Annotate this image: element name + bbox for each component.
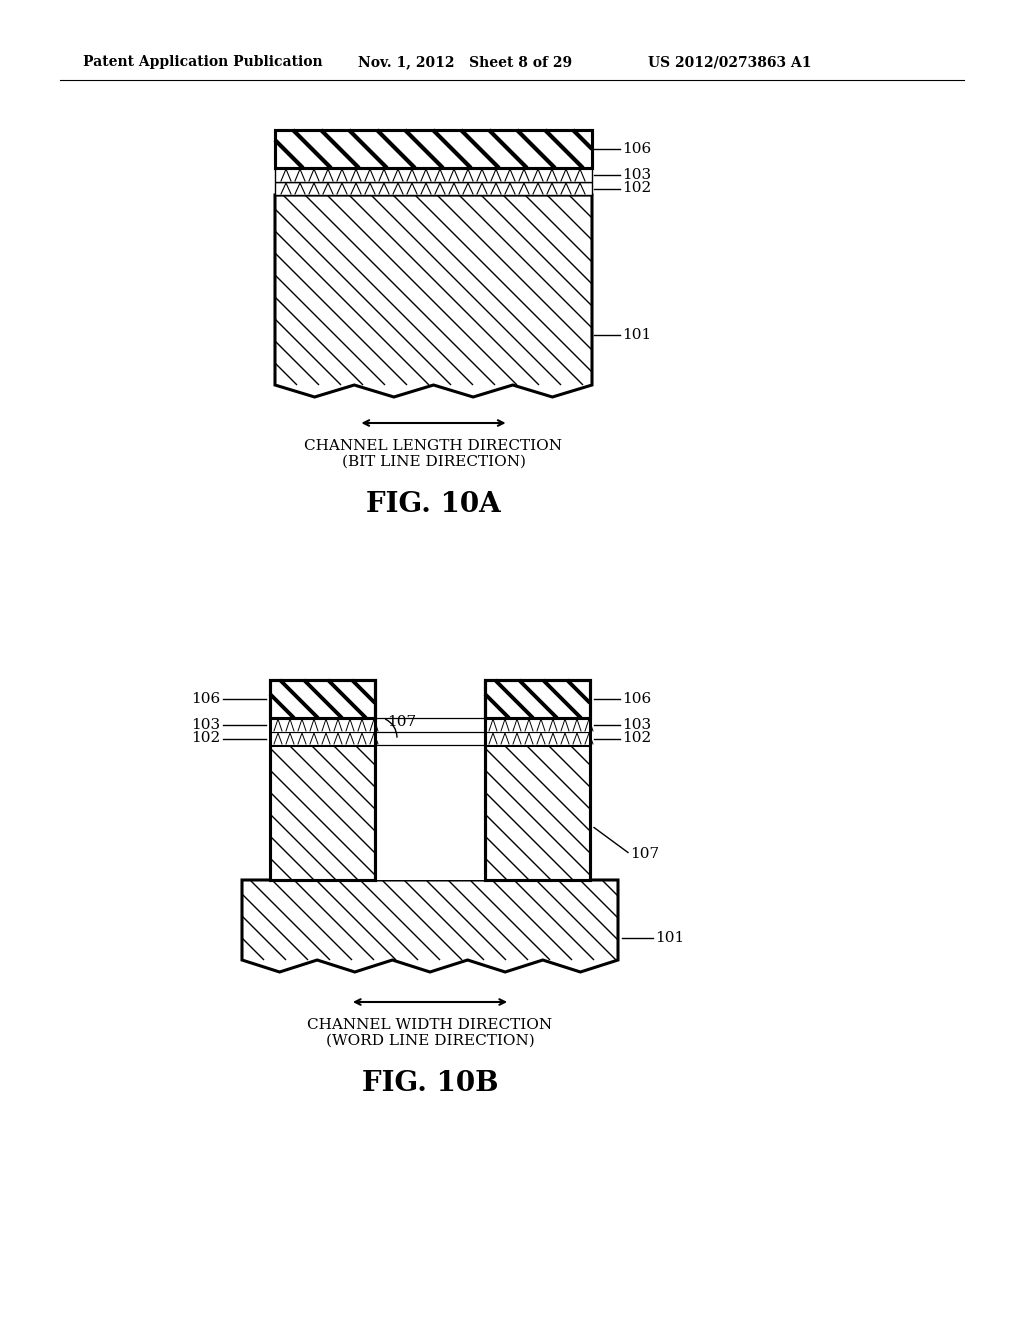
- Bar: [485, 718, 590, 733]
- Text: 107: 107: [630, 847, 659, 862]
- Text: 106: 106: [622, 143, 651, 156]
- Text: 103: 103: [622, 168, 651, 182]
- Text: Patent Application Publication: Patent Application Publication: [83, 55, 323, 69]
- Text: 102: 102: [622, 181, 651, 195]
- Text: 107: 107: [387, 715, 416, 729]
- Bar: [485, 733, 590, 744]
- Text: 103: 103: [622, 718, 651, 733]
- Text: Nov. 1, 2012   Sheet 8 of 29: Nov. 1, 2012 Sheet 8 of 29: [358, 55, 572, 69]
- Text: (WORD LINE DIRECTION): (WORD LINE DIRECTION): [326, 1034, 535, 1048]
- Bar: [270, 733, 375, 744]
- Bar: [270, 680, 375, 880]
- Text: US 2012/0273863 A1: US 2012/0273863 A1: [648, 55, 811, 69]
- Text: 101: 101: [622, 327, 651, 342]
- Text: 102: 102: [190, 731, 220, 746]
- Text: 106: 106: [190, 692, 220, 706]
- Bar: [270, 744, 375, 880]
- Bar: [485, 744, 590, 880]
- Bar: [270, 718, 375, 733]
- Bar: [270, 680, 375, 718]
- Text: FIG. 10A: FIG. 10A: [367, 491, 501, 517]
- Bar: [485, 680, 590, 880]
- Text: FIG. 10B: FIG. 10B: [361, 1071, 499, 1097]
- Bar: [485, 680, 590, 718]
- Text: CHANNEL LENGTH DIRECTION: CHANNEL LENGTH DIRECTION: [304, 440, 562, 453]
- Text: 103: 103: [190, 718, 220, 733]
- Text: CHANNEL WIDTH DIRECTION: CHANNEL WIDTH DIRECTION: [307, 1018, 553, 1032]
- Text: 101: 101: [655, 931, 684, 945]
- Polygon shape: [242, 880, 618, 972]
- Bar: [375, 744, 485, 880]
- Text: 102: 102: [622, 731, 651, 746]
- Bar: [485, 680, 590, 718]
- Bar: [270, 680, 375, 718]
- Text: (BIT LINE DIRECTION): (BIT LINE DIRECTION): [341, 455, 525, 469]
- Bar: [275, 129, 592, 168]
- Bar: [275, 129, 592, 168]
- Bar: [275, 168, 592, 182]
- Polygon shape: [275, 195, 592, 397]
- Bar: [275, 182, 592, 195]
- Text: 106: 106: [622, 692, 651, 706]
